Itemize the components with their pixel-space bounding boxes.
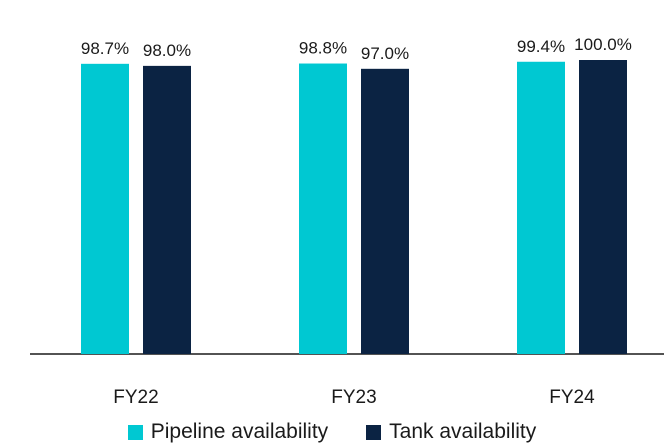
legend-swatch-pipeline bbox=[127, 424, 143, 440]
bar-tank-fy22 bbox=[143, 65, 191, 354]
x-tick-labels-group: FY22 FY23 FY24 bbox=[113, 387, 595, 408]
data-labels-group: 98.7% 98.0% 98.8% 97.0% 99.4% 100.0% bbox=[81, 35, 632, 63]
legend-item-pipeline: Pipeline availability bbox=[127, 420, 329, 444]
data-label-tank-fy23: 97.0% bbox=[361, 44, 409, 63]
x-tick-label-fy24: FY24 bbox=[549, 387, 595, 408]
data-label-tank-fy24: 100.0% bbox=[574, 35, 632, 54]
data-label-pipeline-fy22: 98.7% bbox=[81, 39, 129, 58]
bar-tank-fy23 bbox=[361, 68, 409, 354]
x-tick-label-fy22: FY22 bbox=[113, 387, 158, 408]
bar-pipeline-fy22 bbox=[81, 63, 129, 355]
bars-group bbox=[81, 60, 627, 355]
data-label-pipeline-fy24: 99.4% bbox=[517, 37, 565, 56]
bar-pipeline-fy24 bbox=[517, 61, 565, 354]
legend-label-tank: Tank availability bbox=[389, 420, 537, 443]
legend-swatch-tank bbox=[366, 424, 382, 440]
data-label-tank-fy22: 98.0% bbox=[143, 41, 191, 60]
bar-pipeline-fy23 bbox=[299, 63, 347, 354]
bar-tank-fy24 bbox=[579, 60, 627, 354]
x-tick-label-fy23: FY23 bbox=[331, 387, 376, 408]
legend: Pipeline availability Tank availability bbox=[0, 420, 664, 444]
legend-label-pipeline: Pipeline availability bbox=[150, 420, 329, 443]
chart: 98.7% 98.0% 98.8% 97.0% 99.4% 100.0% FY22 FY23… bbox=[30, 35, 664, 408]
data-label-pipeline-fy23: 98.8% bbox=[299, 39, 347, 58]
legend-item-tank: Tank availability bbox=[366, 420, 536, 444]
